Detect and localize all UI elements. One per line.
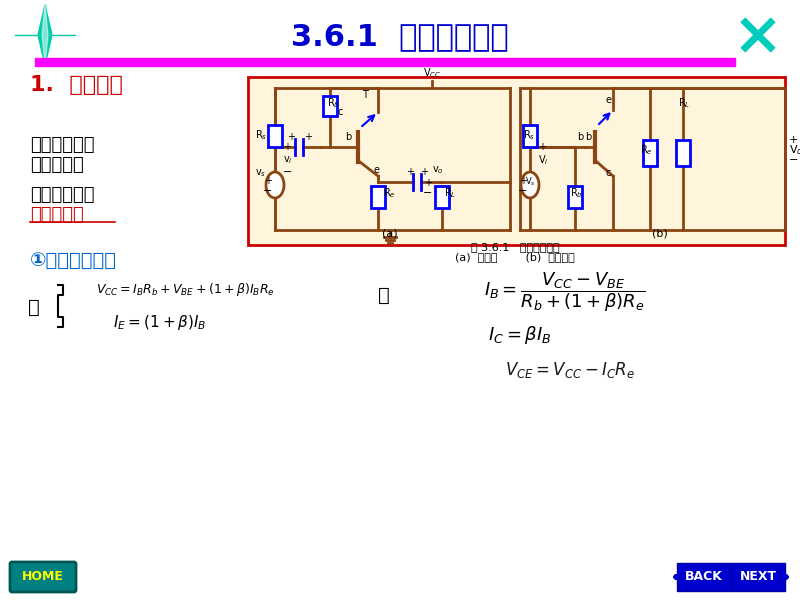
Text: $I_B=\dfrac{V_{CC}-V_{BE}}{R_b+(1+\beta)R_e}$: $I_B=\dfrac{V_{CC}-V_{BE}}{R_b+(1+\beta)… [484, 270, 646, 314]
Text: V$_o$: V$_o$ [789, 143, 800, 157]
Text: 1.  电路分析: 1. 电路分析 [30, 75, 123, 95]
Text: BACK: BACK [685, 571, 723, 583]
Text: c: c [337, 107, 342, 117]
Text: R$_s$: R$_s$ [523, 128, 535, 142]
FancyBboxPatch shape [10, 562, 76, 592]
Text: 该电路也称为: 该电路也称为 [30, 186, 94, 204]
Text: T: T [362, 90, 368, 100]
Bar [323, 96, 337, 116]
Bar [523, 125, 537, 147]
Text: R$_L$: R$_L$ [444, 186, 456, 200]
Text: −: − [789, 155, 798, 165]
Text: +: + [283, 142, 291, 152]
Text: NEXT: NEXT [739, 571, 777, 583]
Text: +: + [406, 167, 414, 177]
Text: b: b [577, 132, 583, 142]
Text: 共集电极电路: 共集电极电路 [30, 136, 94, 154]
Text: +: + [789, 135, 798, 145]
Text: v$_o$: v$_o$ [432, 164, 444, 176]
Text: +: + [538, 142, 546, 152]
Text: $V_{CC}=I_B R_b+V_{BE}+(1+\beta)I_B R_e$: $V_{CC}=I_B R_b+V_{BE}+(1+\beta)I_B R_e$ [95, 281, 274, 298]
Ellipse shape [266, 172, 284, 198]
Text: b: b [585, 132, 591, 142]
Text: −: − [263, 186, 273, 196]
Bar [371, 186, 385, 208]
Text: V$_s$: V$_s$ [525, 175, 535, 187]
Bar [676, 140, 690, 166]
Text: $I_E=(1+\beta)I_B$: $I_E=(1+\beta)I_B$ [113, 313, 207, 331]
Polygon shape [42, 5, 48, 65]
Text: (a): (a) [382, 228, 398, 238]
Text: c: c [606, 168, 610, 178]
Bar [35, 58, 735, 66]
Text: +: + [519, 176, 527, 186]
Text: R$_e$: R$_e$ [640, 143, 653, 157]
Text: 由: 由 [28, 298, 40, 317]
Text: −: − [283, 167, 292, 177]
FancyBboxPatch shape [677, 563, 731, 591]
Text: 射极输出器: 射极输出器 [30, 206, 84, 224]
Text: R$_L$: R$_L$ [678, 96, 690, 110]
Text: 图 3.6.1   共集电极电路: 图 3.6.1 共集电极电路 [470, 242, 559, 252]
Text: $V_{CE}=V_{CC}-I_C R_e$: $V_{CE}=V_{CC}-I_C R_e$ [505, 360, 635, 380]
Text: V$_i$: V$_i$ [538, 153, 549, 167]
Text: R$_e$: R$_e$ [383, 186, 396, 200]
Text: −: − [422, 188, 432, 198]
FancyBboxPatch shape [731, 563, 785, 591]
Bar [435, 186, 449, 208]
Text: e: e [373, 165, 379, 175]
Text: $I_C=\beta I_B$: $I_C=\beta I_B$ [488, 324, 552, 346]
Text: ①求静态工作点: ①求静态工作点 [30, 251, 117, 269]
Text: V$_{CC}$: V$_{CC}$ [423, 66, 441, 80]
Text: HOME: HOME [22, 571, 64, 583]
Bar [268, 125, 282, 147]
Text: R$_s$: R$_s$ [254, 128, 267, 142]
Text: R$_b$: R$_b$ [570, 186, 583, 200]
Text: 得: 得 [378, 286, 390, 304]
Text: +: + [264, 176, 272, 186]
Text: 结构如图示: 结构如图示 [30, 156, 84, 174]
Text: v$_s$: v$_s$ [254, 167, 266, 179]
Text: +: + [420, 167, 428, 177]
Text: (b): (b) [652, 228, 668, 238]
Text: v$_i$: v$_i$ [283, 154, 293, 166]
Text: (a)  原理图        (b)  交流通路: (a) 原理图 (b) 交流通路 [455, 252, 575, 262]
Text: −: − [518, 186, 528, 196]
Bar [643, 140, 657, 166]
Text: b: b [345, 132, 351, 142]
Text: e: e [605, 95, 611, 105]
Text: R$_b$: R$_b$ [327, 96, 340, 110]
Text: 3.6.1  共集电极电路: 3.6.1 共集电极电路 [291, 22, 509, 52]
Text: +: + [424, 178, 432, 188]
Bar [248, 77, 785, 245]
Ellipse shape [521, 172, 539, 198]
Text: +: + [287, 132, 295, 142]
Bar [568, 186, 582, 208]
Text: +: + [304, 132, 312, 142]
Polygon shape [38, 5, 52, 65]
